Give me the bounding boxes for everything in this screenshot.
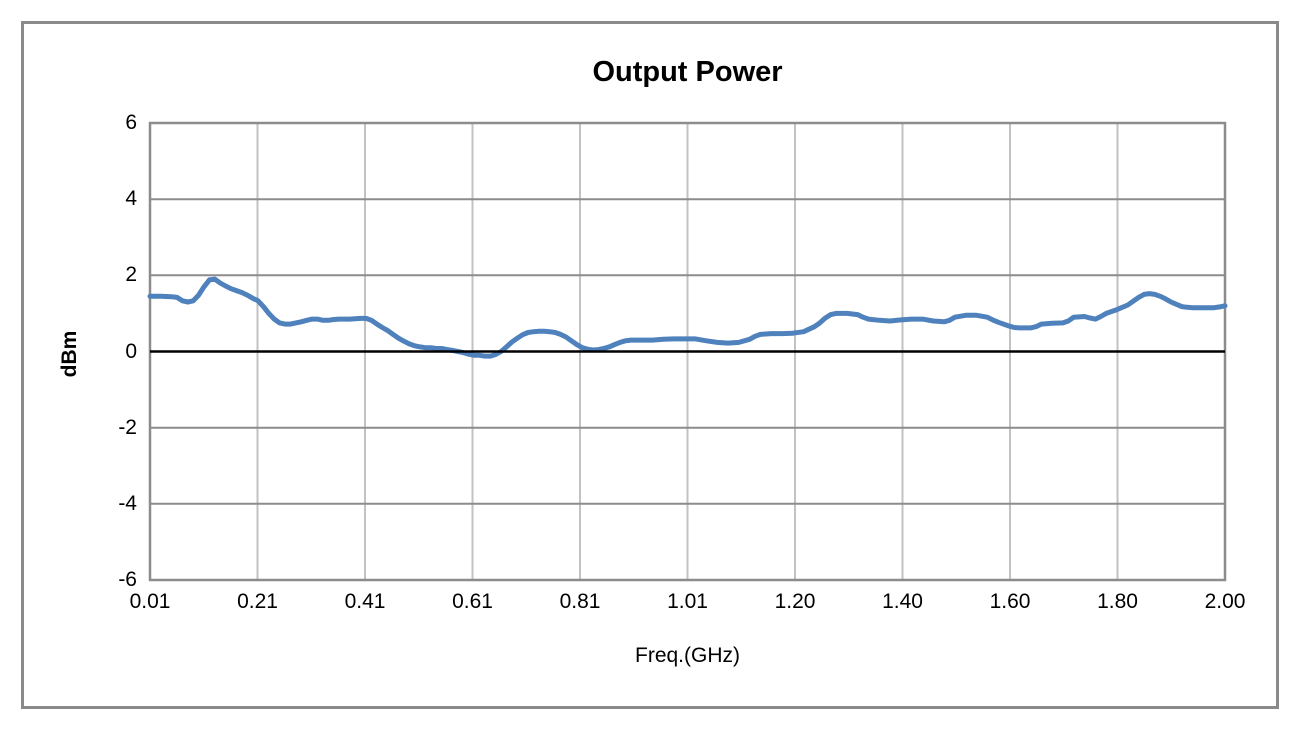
chart-frame	[21, 21, 1279, 709]
x-tick-label: 0.81	[559, 590, 601, 613]
x-tick-label: 0.21	[237, 590, 278, 613]
y-axis-label: dBm	[58, 330, 81, 378]
x-tick-label: 0.01	[129, 590, 171, 613]
y-tick-label: 4	[125, 187, 137, 211]
chart-title: Output Power	[592, 56, 783, 88]
x-tick-label: 0.41	[344, 590, 386, 613]
y-tick-label: -4	[118, 491, 137, 515]
y-tick-label: 0	[125, 339, 137, 363]
x-tick-label: 1.40	[882, 590, 923, 613]
y-tick-label: -2	[118, 415, 137, 439]
x-tick-label: 2.00	[1204, 590, 1246, 613]
y-tick-label: -6	[118, 568, 137, 591]
y-tick-label: 2	[125, 263, 137, 287]
x-tick-label: 0.61	[452, 590, 493, 613]
x-tick-label: 1.01	[667, 590, 708, 613]
x-tick-label: 1.20	[774, 590, 816, 613]
x-tick-label: 1.60	[989, 590, 1031, 613]
y-tick-label: 6	[125, 111, 137, 134]
x-tick-label: 1.80	[1097, 590, 1138, 613]
x-axis-label: Freq.(GHz)	[635, 644, 740, 667]
